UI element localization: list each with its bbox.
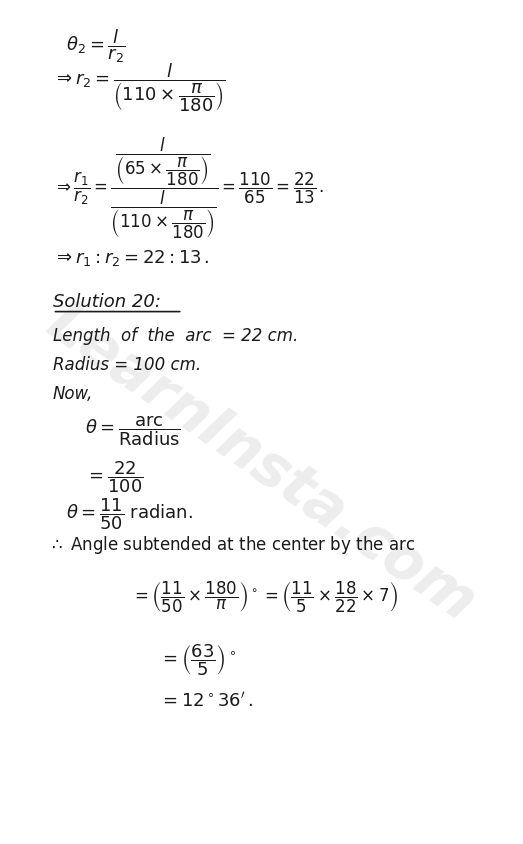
Text: $\theta_2 = \dfrac{l}{r_2}$: $\theta_2 = \dfrac{l}{r_2}$ (66, 28, 126, 65)
Text: $\Rightarrow \dfrac{r_1}{r_2} = \dfrac{\dfrac{l}{\left(65 \times \dfrac{\pi}{180: $\Rightarrow \dfrac{r_1}{r_2} = \dfrac{\… (52, 136, 324, 241)
Text: $= \left(\dfrac{11}{50} \times \dfrac{180}{\pi}\right)^\circ = \left(\dfrac{11}{: $= \left(\dfrac{11}{50} \times \dfrac{18… (131, 580, 399, 615)
Text: LearnInsta.com: LearnInsta.com (37, 294, 486, 633)
Text: Radius = 100 cm.: Radius = 100 cm. (52, 355, 201, 374)
Text: $\therefore$ Angle subtended at the center by the arc: $\therefore$ Angle subtended at the cent… (48, 534, 415, 556)
Text: $\Rightarrow r_2 = \dfrac{l}{\left(110 \times \dfrac{\pi}{180}\right)}$: $\Rightarrow r_2 = \dfrac{l}{\left(110 \… (52, 61, 225, 114)
Text: $= \left(\dfrac{63}{5}\right)^\circ$: $= \left(\dfrac{63}{5}\right)^\circ$ (160, 642, 237, 678)
Text: $= \dfrac{22}{100}$: $= \dfrac{22}{100}$ (85, 459, 143, 495)
Text: Solution 20:: Solution 20: (52, 294, 161, 311)
Text: Now,: Now, (52, 385, 93, 403)
Text: Length  of  the  arc  = 22 cm.: Length of the arc = 22 cm. (52, 327, 298, 344)
Text: $\Rightarrow r_1 : r_2 = 22 : 13\,.$: $\Rightarrow r_1 : r_2 = 22 : 13\,.$ (52, 247, 209, 268)
Text: $= 12^\circ 36'\,.$: $= 12^\circ 36'\,.$ (160, 692, 254, 711)
Text: $\theta = \dfrac{11}{50}$ radian.: $\theta = \dfrac{11}{50}$ radian. (66, 497, 194, 533)
Text: $\theta = \dfrac{\text{arc}}{\text{Radius}}$: $\theta = \dfrac{\text{arc}}{\text{Radiu… (85, 414, 181, 448)
